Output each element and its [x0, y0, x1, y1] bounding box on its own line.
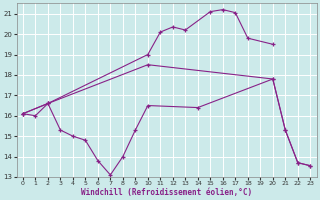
X-axis label: Windchill (Refroidissement éolien,°C): Windchill (Refroidissement éolien,°C) [81, 188, 252, 197]
